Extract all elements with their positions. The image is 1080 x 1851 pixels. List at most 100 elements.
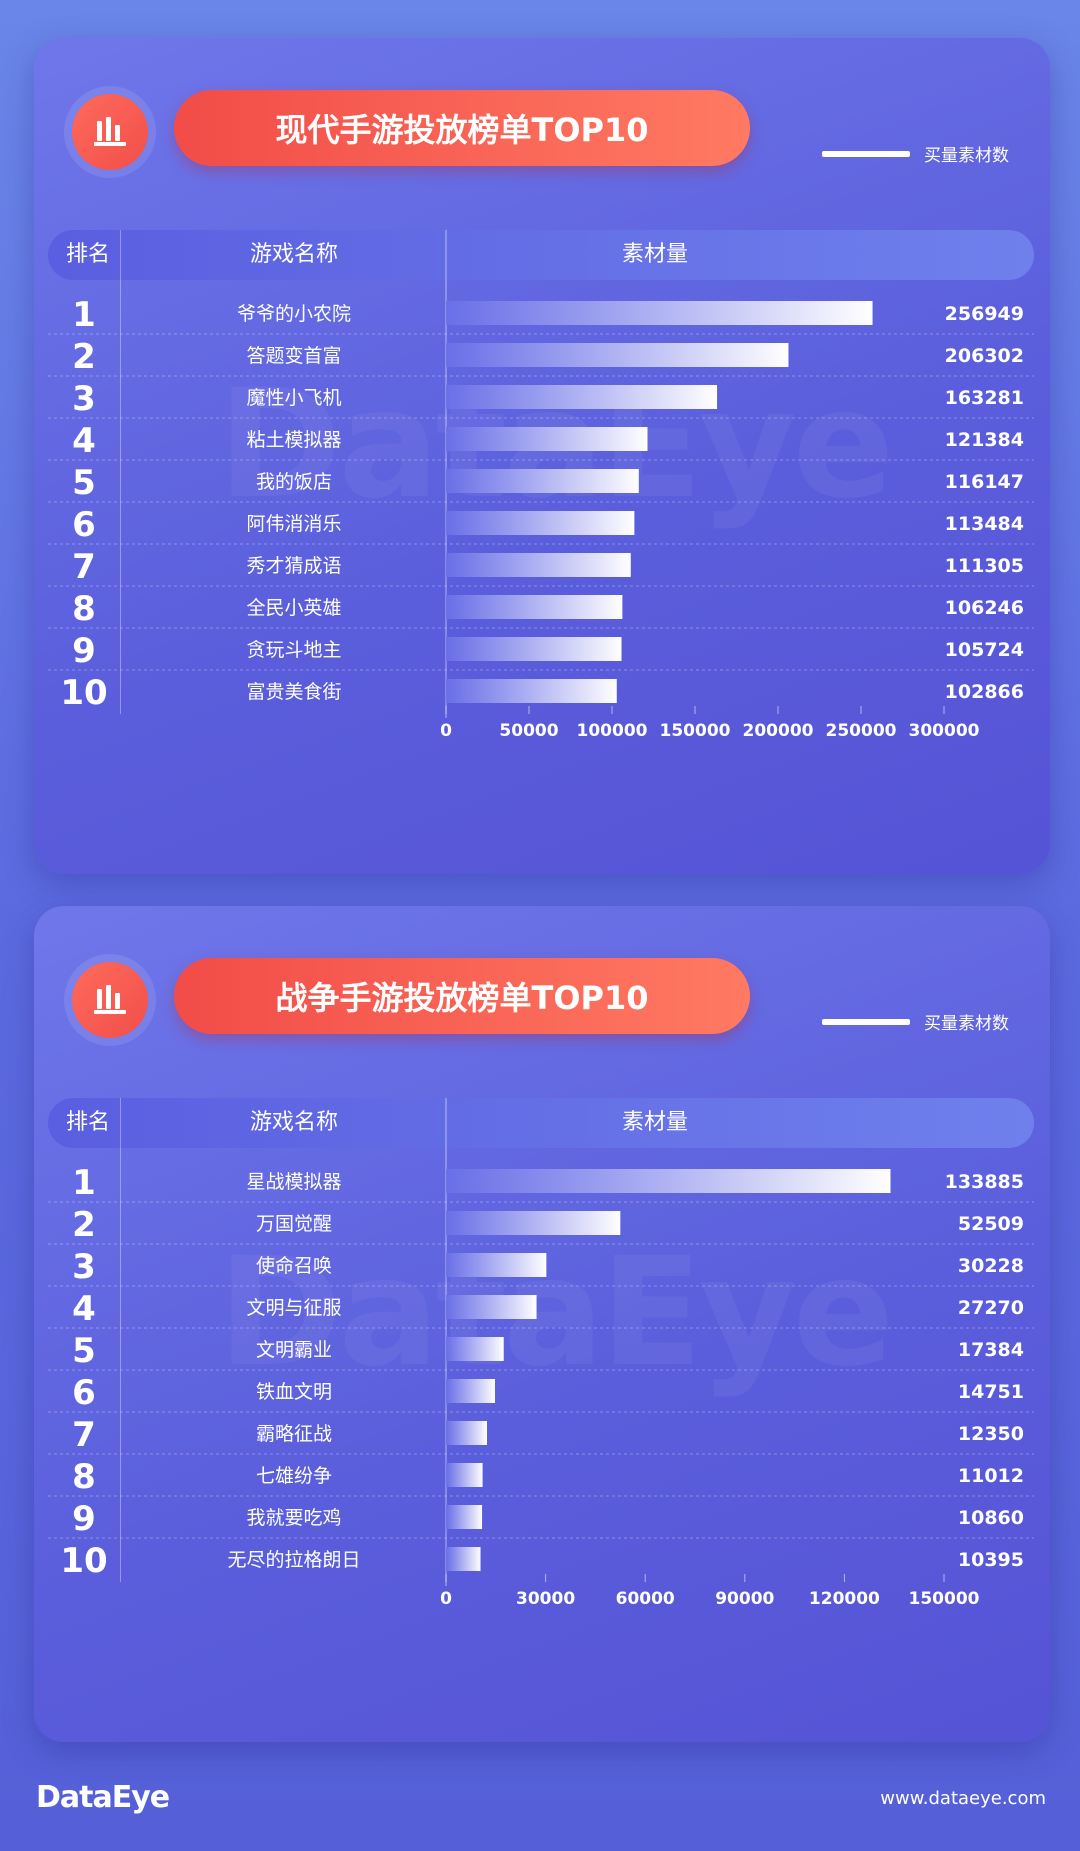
rank-number: 9 <box>72 631 96 671</box>
game-name: 无尽的拉格朗日 <box>227 1549 360 1571</box>
value-label: 206302 <box>945 345 1024 367</box>
bar <box>446 637 622 661</box>
game-name: 阿伟消消乐 <box>246 513 341 535</box>
value-label: 111305 <box>945 555 1024 577</box>
game-name: 魔性小飞机 <box>246 387 341 409</box>
rank-number: 10 <box>60 673 107 713</box>
rank-number: 1 <box>72 295 96 335</box>
x-tick-label: 150000 <box>909 1589 980 1609</box>
chart-icon-badge <box>72 962 148 1038</box>
game-name: 我就要吃鸡 <box>246 1507 341 1529</box>
value-label: 121384 <box>945 429 1024 451</box>
header-value: 素材量 <box>621 1110 688 1135</box>
rank-number: 6 <box>72 1373 96 1413</box>
value-label: 133885 <box>945 1171 1024 1193</box>
game-name: 文明与征服 <box>246 1297 341 1319</box>
game-name: 贪玩斗地主 <box>246 639 341 661</box>
rank-number: 4 <box>72 1289 96 1329</box>
game-name: 秀才猜成语 <box>246 555 341 577</box>
rank-number: 1 <box>72 1163 96 1203</box>
x-tick-label: 30000 <box>516 1589 575 1609</box>
bar <box>446 1463 483 1487</box>
bar-chart-icon <box>94 985 126 1014</box>
bar-chart-icon <box>94 117 126 146</box>
x-tick-label: 150000 <box>660 721 731 741</box>
chart-title: 现代手游投放榜单TOP10 <box>174 90 750 166</box>
value-label: 113484 <box>945 513 1024 535</box>
game-name: 全民小英雄 <box>246 597 341 619</box>
rank-number: 5 <box>72 463 96 503</box>
value-label: 30228 <box>958 1255 1024 1277</box>
website-url[interactable]: www.dataeye.com <box>880 1788 1046 1809</box>
legend: 买量素材数 <box>822 141 1009 166</box>
value-label: 10860 <box>958 1507 1024 1529</box>
legend: 买量素材数 <box>822 1009 1009 1034</box>
game-name: 我的饭店 <box>256 471 332 493</box>
x-tick-label: 60000 <box>616 1589 675 1609</box>
value-label: 10395 <box>958 1549 1024 1571</box>
bar <box>446 469 639 493</box>
legend-swatch <box>822 1018 910 1025</box>
value-label: 163281 <box>945 387 1024 409</box>
rank-number: 6 <box>72 505 96 545</box>
value-label: 17384 <box>958 1339 1024 1361</box>
value-label: 116147 <box>945 471 1024 493</box>
bar <box>446 595 623 619</box>
bar <box>446 1169 891 1193</box>
header-game-name: 游戏名称 <box>249 1110 338 1135</box>
game-name: 万国觉醒 <box>256 1213 332 1235</box>
rank-number: 2 <box>72 337 96 377</box>
bar <box>446 1253 547 1277</box>
rank-divider <box>120 230 121 714</box>
value-label: 52509 <box>958 1213 1024 1235</box>
header-game-name: 游戏名称 <box>249 242 338 267</box>
bar-chart-war: 1 星战模拟器 133885 2 万国觉醒 52509 3 使命召唤 30228 4 文明与征服 27… <box>48 1098 1034 1609</box>
value-label: 12350 <box>958 1423 1024 1445</box>
game-name: 文明霸业 <box>256 1339 332 1361</box>
rank-number: 5 <box>72 1331 96 1371</box>
rank-number: 4 <box>72 421 96 461</box>
table-header-bar <box>48 230 1034 280</box>
value-label: 27270 <box>958 1297 1024 1319</box>
rank-number: 9 <box>72 1499 96 1539</box>
rank-divider <box>120 1098 121 1582</box>
rank-number: 8 <box>72 589 96 629</box>
rank-number: 7 <box>72 547 96 587</box>
rank-number: 7 <box>72 1415 96 1455</box>
rank-number: 2 <box>72 1205 96 1245</box>
bar <box>446 301 873 325</box>
bar <box>446 1505 483 1529</box>
x-tick-label: 0 <box>440 1589 452 1609</box>
header-value: 素材量 <box>621 242 688 267</box>
game-name: 使命召唤 <box>256 1255 332 1277</box>
x-tick-label: 50000 <box>499 721 558 741</box>
game-name: 星战模拟器 <box>246 1171 341 1193</box>
rank-number: 3 <box>72 379 96 419</box>
bar <box>446 1547 481 1571</box>
x-tick-label: 200000 <box>743 721 814 741</box>
rank-number: 3 <box>72 1247 96 1287</box>
chart-icon-badge <box>72 94 148 170</box>
header-rank: 排名 <box>65 242 110 267</box>
x-tick-label: 120000 <box>809 1589 880 1609</box>
value-label: 106246 <box>945 597 1024 619</box>
game-name: 霸略征战 <box>256 1423 332 1445</box>
bar <box>446 1421 488 1445</box>
bar <box>446 1337 504 1361</box>
bar <box>446 1211 621 1235</box>
table-header-bar <box>48 1098 1034 1148</box>
bar <box>446 511 635 535</box>
x-tick-label: 250000 <box>826 721 897 741</box>
ranking-card-war: DataEye 战争手游投放榜单TOP10 买量素材数 排名 游戏名称 素材量 … <box>34 906 1050 1742</box>
bar <box>446 553 631 577</box>
value-label: 102866 <box>945 681 1024 703</box>
game-name: 粘土模拟器 <box>246 429 341 451</box>
bar <box>446 1379 495 1403</box>
x-tick-label: 100000 <box>577 721 648 741</box>
rank-number: 8 <box>72 1457 96 1497</box>
game-name: 铁血文明 <box>256 1381 332 1403</box>
chart-title: 战争手游投放榜单TOP10 <box>174 958 750 1034</box>
game-name: 答题变首富 <box>246 345 341 367</box>
value-label: 105724 <box>945 639 1024 661</box>
header-rank: 排名 <box>65 1110 110 1135</box>
